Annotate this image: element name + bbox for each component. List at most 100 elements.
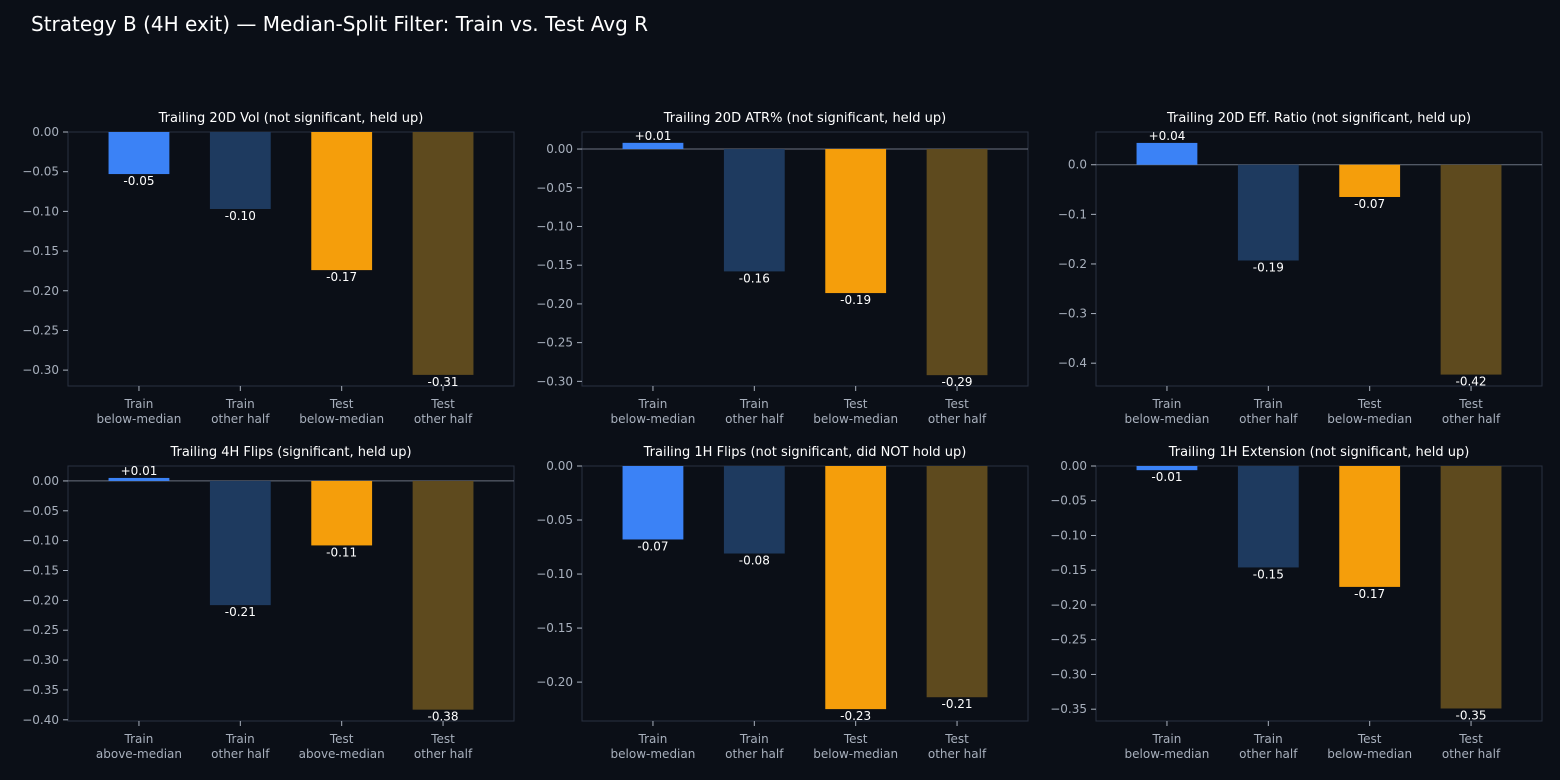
x-tick-label: Train [1253, 397, 1283, 411]
x-tick-label: other half [1442, 412, 1501, 426]
bar [108, 132, 170, 175]
x-tick-label: above-median [96, 747, 182, 761]
y-tick-label: −0.30 [22, 363, 59, 377]
data-label: -0.01 [1151, 470, 1182, 484]
x-tick-label: Train [739, 397, 769, 411]
bar [926, 466, 988, 698]
x-tick-label: Test [843, 732, 868, 746]
data-label: -0.07 [1354, 197, 1385, 211]
y-tick-label: −0.05 [22, 504, 59, 518]
bar [1339, 466, 1401, 587]
y-tick-label: −0.1 [1058, 207, 1087, 221]
bar [311, 132, 373, 271]
data-label: -0.42 [1456, 375, 1487, 389]
chart-panel-4: Trailing 4H Flips (significant, held up)… [22, 445, 515, 761]
bar [1440, 466, 1502, 709]
data-label: -0.19 [1253, 260, 1284, 274]
data-label: -0.21 [942, 697, 973, 711]
x-tick-label: Train [124, 397, 154, 411]
data-label: -0.38 [428, 710, 459, 724]
x-tick-label: below-median [299, 412, 384, 426]
figure-title: Strategy B (4H exit) — Median-Split Filt… [31, 12, 648, 36]
x-tick-label: other half [1239, 412, 1298, 426]
x-tick-label: Test [329, 397, 354, 411]
chart-title: Trailing 1H Extension (not significant, … [1168, 445, 1470, 460]
y-tick-label: −0.20 [22, 593, 59, 607]
y-tick-label: −0.15 [1050, 563, 1087, 577]
chart-panel-1: Trailing 20D Vol (not significant, held … [22, 111, 515, 426]
y-tick-label: −0.20 [536, 297, 573, 311]
y-tick-label: −0.10 [22, 204, 59, 218]
y-tick-label: −0.20 [1050, 598, 1087, 612]
y-tick-label: −0.3 [1058, 307, 1087, 321]
data-label: -0.17 [1354, 587, 1385, 601]
x-tick-label: Test [944, 732, 969, 746]
x-tick-label: Train [1253, 732, 1283, 746]
chart-title: Trailing 4H Flips (significant, held up) [169, 445, 411, 460]
bar [209, 132, 271, 209]
x-tick-label: other half [211, 747, 270, 761]
chart-panel-2: Trailing 20D ATR% (not significant, held… [536, 111, 1029, 426]
y-tick-label: −0.30 [536, 374, 573, 388]
data-label: -0.08 [739, 554, 770, 568]
y-tick-label: 0.00 [1060, 459, 1087, 473]
data-label: +0.01 [121, 464, 158, 478]
y-tick-label: 0.00 [32, 474, 59, 488]
y-tick-label: −0.10 [536, 567, 573, 581]
y-tick-label: −0.20 [536, 675, 573, 689]
data-label: -0.35 [1456, 708, 1487, 722]
data-label: -0.15 [1253, 567, 1284, 581]
bar [108, 477, 170, 481]
y-tick-label: −0.10 [1050, 528, 1087, 542]
bar [1440, 164, 1502, 375]
y-tick-label: −0.25 [1050, 633, 1087, 647]
bar [926, 149, 988, 376]
x-tick-label: other half [414, 747, 473, 761]
y-tick-label: 0.0 [1068, 158, 1087, 172]
x-tick-label: below-median [611, 747, 696, 761]
y-tick-label: 0.00 [546, 142, 573, 156]
y-tick-label: −0.40 [22, 713, 59, 727]
y-tick-label: −0.4 [1058, 356, 1087, 370]
data-label: -0.16 [739, 271, 770, 285]
bar [622, 466, 684, 540]
x-tick-label: other half [414, 412, 473, 426]
chart-title: Trailing 20D ATR% (not significant, held… [663, 111, 947, 126]
y-tick-label: −0.35 [1050, 702, 1087, 716]
bar [1136, 466, 1198, 471]
y-tick-label: −0.05 [22, 165, 59, 179]
x-tick-label: Test [1458, 397, 1483, 411]
bar [825, 466, 887, 710]
x-tick-label: Test [1357, 397, 1382, 411]
bar [622, 142, 684, 150]
y-tick-label: 0.00 [32, 125, 59, 139]
data-label: -0.19 [840, 293, 871, 307]
chart-title: Trailing 1H Flips (not significant, did … [643, 445, 967, 460]
x-tick-label: other half [1239, 747, 1298, 761]
bar [723, 149, 785, 272]
bar [412, 480, 474, 710]
x-tick-label: above-median [299, 747, 385, 761]
y-tick-label: −0.25 [22, 623, 59, 637]
y-tick-label: −0.2 [1058, 257, 1087, 271]
x-tick-label: other half [725, 412, 784, 426]
y-tick-label: −0.15 [536, 258, 573, 272]
x-tick-label: Test [1458, 732, 1483, 746]
y-tick-label: −0.20 [22, 284, 59, 298]
y-tick-label: −0.15 [22, 244, 59, 258]
x-tick-label: other half [1442, 747, 1501, 761]
x-tick-label: below-median [1327, 412, 1412, 426]
x-tick-label: below-median [611, 412, 696, 426]
chart-panel-6: Trailing 1H Extension (not significant, … [1050, 445, 1543, 761]
x-tick-label: below-median [97, 412, 182, 426]
y-tick-label: −0.05 [1050, 494, 1087, 508]
x-tick-label: below-median [813, 412, 898, 426]
x-tick-label: Train [638, 397, 668, 411]
bar [1136, 142, 1198, 165]
y-tick-label: −0.10 [22, 534, 59, 548]
x-tick-label: other half [928, 747, 987, 761]
x-tick-label: other half [928, 412, 987, 426]
x-tick-label: Train [1152, 397, 1182, 411]
x-tick-label: Test [1357, 732, 1382, 746]
